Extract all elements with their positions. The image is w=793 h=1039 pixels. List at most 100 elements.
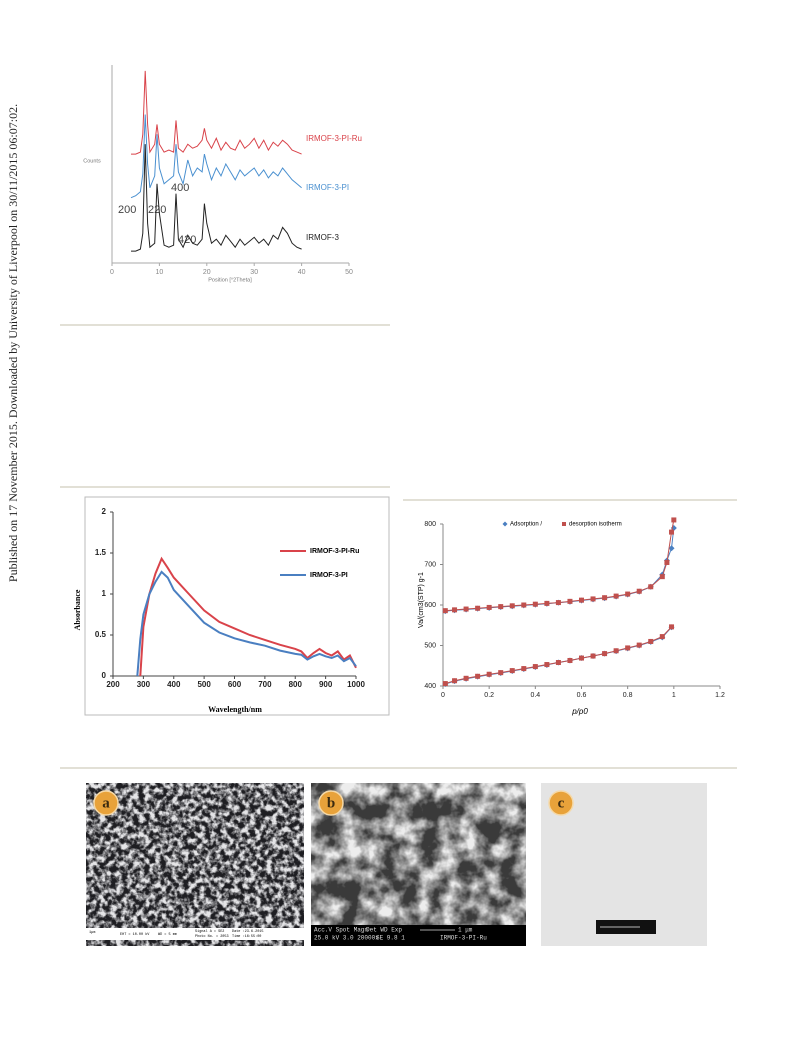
data-point (625, 645, 631, 651)
image-info: Acc.V Spot Magn (314, 927, 368, 934)
y-axis-label: Absorbance (73, 589, 82, 630)
y-axis-label: Va/(cm3(STP) g-1 (418, 572, 425, 628)
data-point (463, 606, 469, 612)
data-point (532, 601, 538, 607)
data-point (669, 529, 675, 535)
legend-label: desorption isotherm (569, 522, 622, 528)
legend-label: IRMOF-3-PI-Ru (306, 134, 362, 143)
data-point (659, 634, 665, 640)
x-tick-label: 0.4 (530, 692, 540, 699)
legend-swatch (502, 521, 508, 527)
data-point (579, 655, 584, 661)
data-point (669, 624, 675, 630)
data-point (452, 678, 458, 684)
image-info: EHT = 10.00 kV (120, 932, 150, 937)
peak-label: 220 (148, 204, 166, 216)
legend-label: IRMOF-3-PI (306, 183, 349, 192)
data-point (659, 574, 665, 580)
series-line (139, 556, 357, 677)
data-point (567, 598, 573, 604)
x-tick-label: 700 (258, 680, 272, 689)
image-info: 1 μm (458, 927, 473, 934)
image-info: 1μm (89, 931, 95, 935)
x-tick-label: 20 (203, 269, 211, 276)
panel-badge (548, 790, 574, 816)
x-tick-label: 30 (250, 269, 258, 276)
data-point (498, 604, 504, 610)
y-tick-label: 600 (424, 602, 436, 609)
info-bar (86, 928, 304, 940)
legend-label: IRMOF-3 (306, 233, 339, 242)
panel-label: c (558, 795, 565, 811)
image-info: Photo No. = 2053 (195, 934, 229, 939)
y-tick-label: 1 (102, 589, 107, 598)
y-tick-label: 700 (424, 561, 436, 568)
legend-label: IRMOF-3-PI (310, 572, 348, 579)
x-axis-label: p/p0 (571, 707, 588, 716)
x-axis-label: Position [°2Theta] (208, 277, 252, 283)
data-point (664, 559, 670, 565)
x-tick-label: 50 (345, 269, 353, 276)
data-point (590, 596, 596, 602)
x-tick-label: 1000 (347, 680, 365, 689)
x-tick-label: 200 (106, 680, 120, 689)
data-point (671, 517, 677, 523)
data-point (602, 595, 608, 601)
y-tick-label: 500 (424, 642, 436, 649)
data-point (625, 591, 631, 597)
x-tick-label: 0.2 (484, 692, 494, 699)
y-tick-label: 0.5 (95, 630, 107, 639)
y-tick-label: 800 (424, 521, 436, 528)
data-point (463, 675, 469, 681)
data-point (668, 545, 675, 552)
sidebar-note: Published on 17 November 2015. Downloade… (6, 104, 20, 582)
image-info: 25.0 kV 3.0 20000x (314, 935, 379, 942)
panel-label: b (327, 795, 335, 811)
data-point (613, 593, 619, 599)
data-point (475, 673, 481, 679)
data-point (613, 648, 619, 654)
data-point (452, 607, 458, 613)
series-line (131, 144, 302, 252)
image-info: Det WD Exp (366, 927, 402, 934)
data-point (555, 660, 561, 666)
image-info: Time :16:55:00 (232, 934, 261, 939)
x-tick-label: 1.2 (715, 692, 725, 699)
y-tick-label: 1.5 (95, 548, 107, 557)
data-point (486, 604, 492, 610)
x-tick-label: 900 (319, 680, 333, 689)
y-axis-label: Counts (83, 158, 101, 164)
series-line (131, 70, 302, 155)
data-point (509, 603, 515, 609)
data-point (555, 600, 561, 606)
peak-label: 200 (118, 204, 136, 216)
legend-label: IRMOF-3-PI-Ru (310, 548, 359, 555)
y-tick-label: 2 (102, 507, 107, 516)
x-tick-label: 0 (110, 269, 114, 276)
sem-texture (311, 783, 526, 946)
image-info: Signal A = SE2 (195, 929, 224, 934)
chart-frame (84, 496, 390, 716)
data-point (486, 671, 492, 677)
data-point (442, 681, 448, 687)
x-tick-label: 10 (156, 269, 164, 276)
data-point (648, 638, 654, 644)
image-info: SE 9.8 1 (376, 935, 405, 942)
data-point (521, 666, 527, 672)
data-point (498, 670, 504, 676)
data-point (636, 588, 642, 594)
data-point (442, 608, 448, 614)
x-tick-label: 0 (441, 692, 445, 699)
data-point (532, 664, 538, 670)
info-bar (311, 925, 526, 946)
x-tick-label: 800 (289, 680, 303, 689)
image-info: WD = 5 mm (158, 933, 177, 937)
data-point (521, 602, 527, 608)
x-tick-label: 40 (298, 269, 306, 276)
data-point (544, 662, 550, 668)
legend-swatch (562, 522, 566, 526)
x-tick-label: 1 (672, 692, 676, 699)
image-info: IRMOF-3-PI-Ru (440, 935, 487, 942)
